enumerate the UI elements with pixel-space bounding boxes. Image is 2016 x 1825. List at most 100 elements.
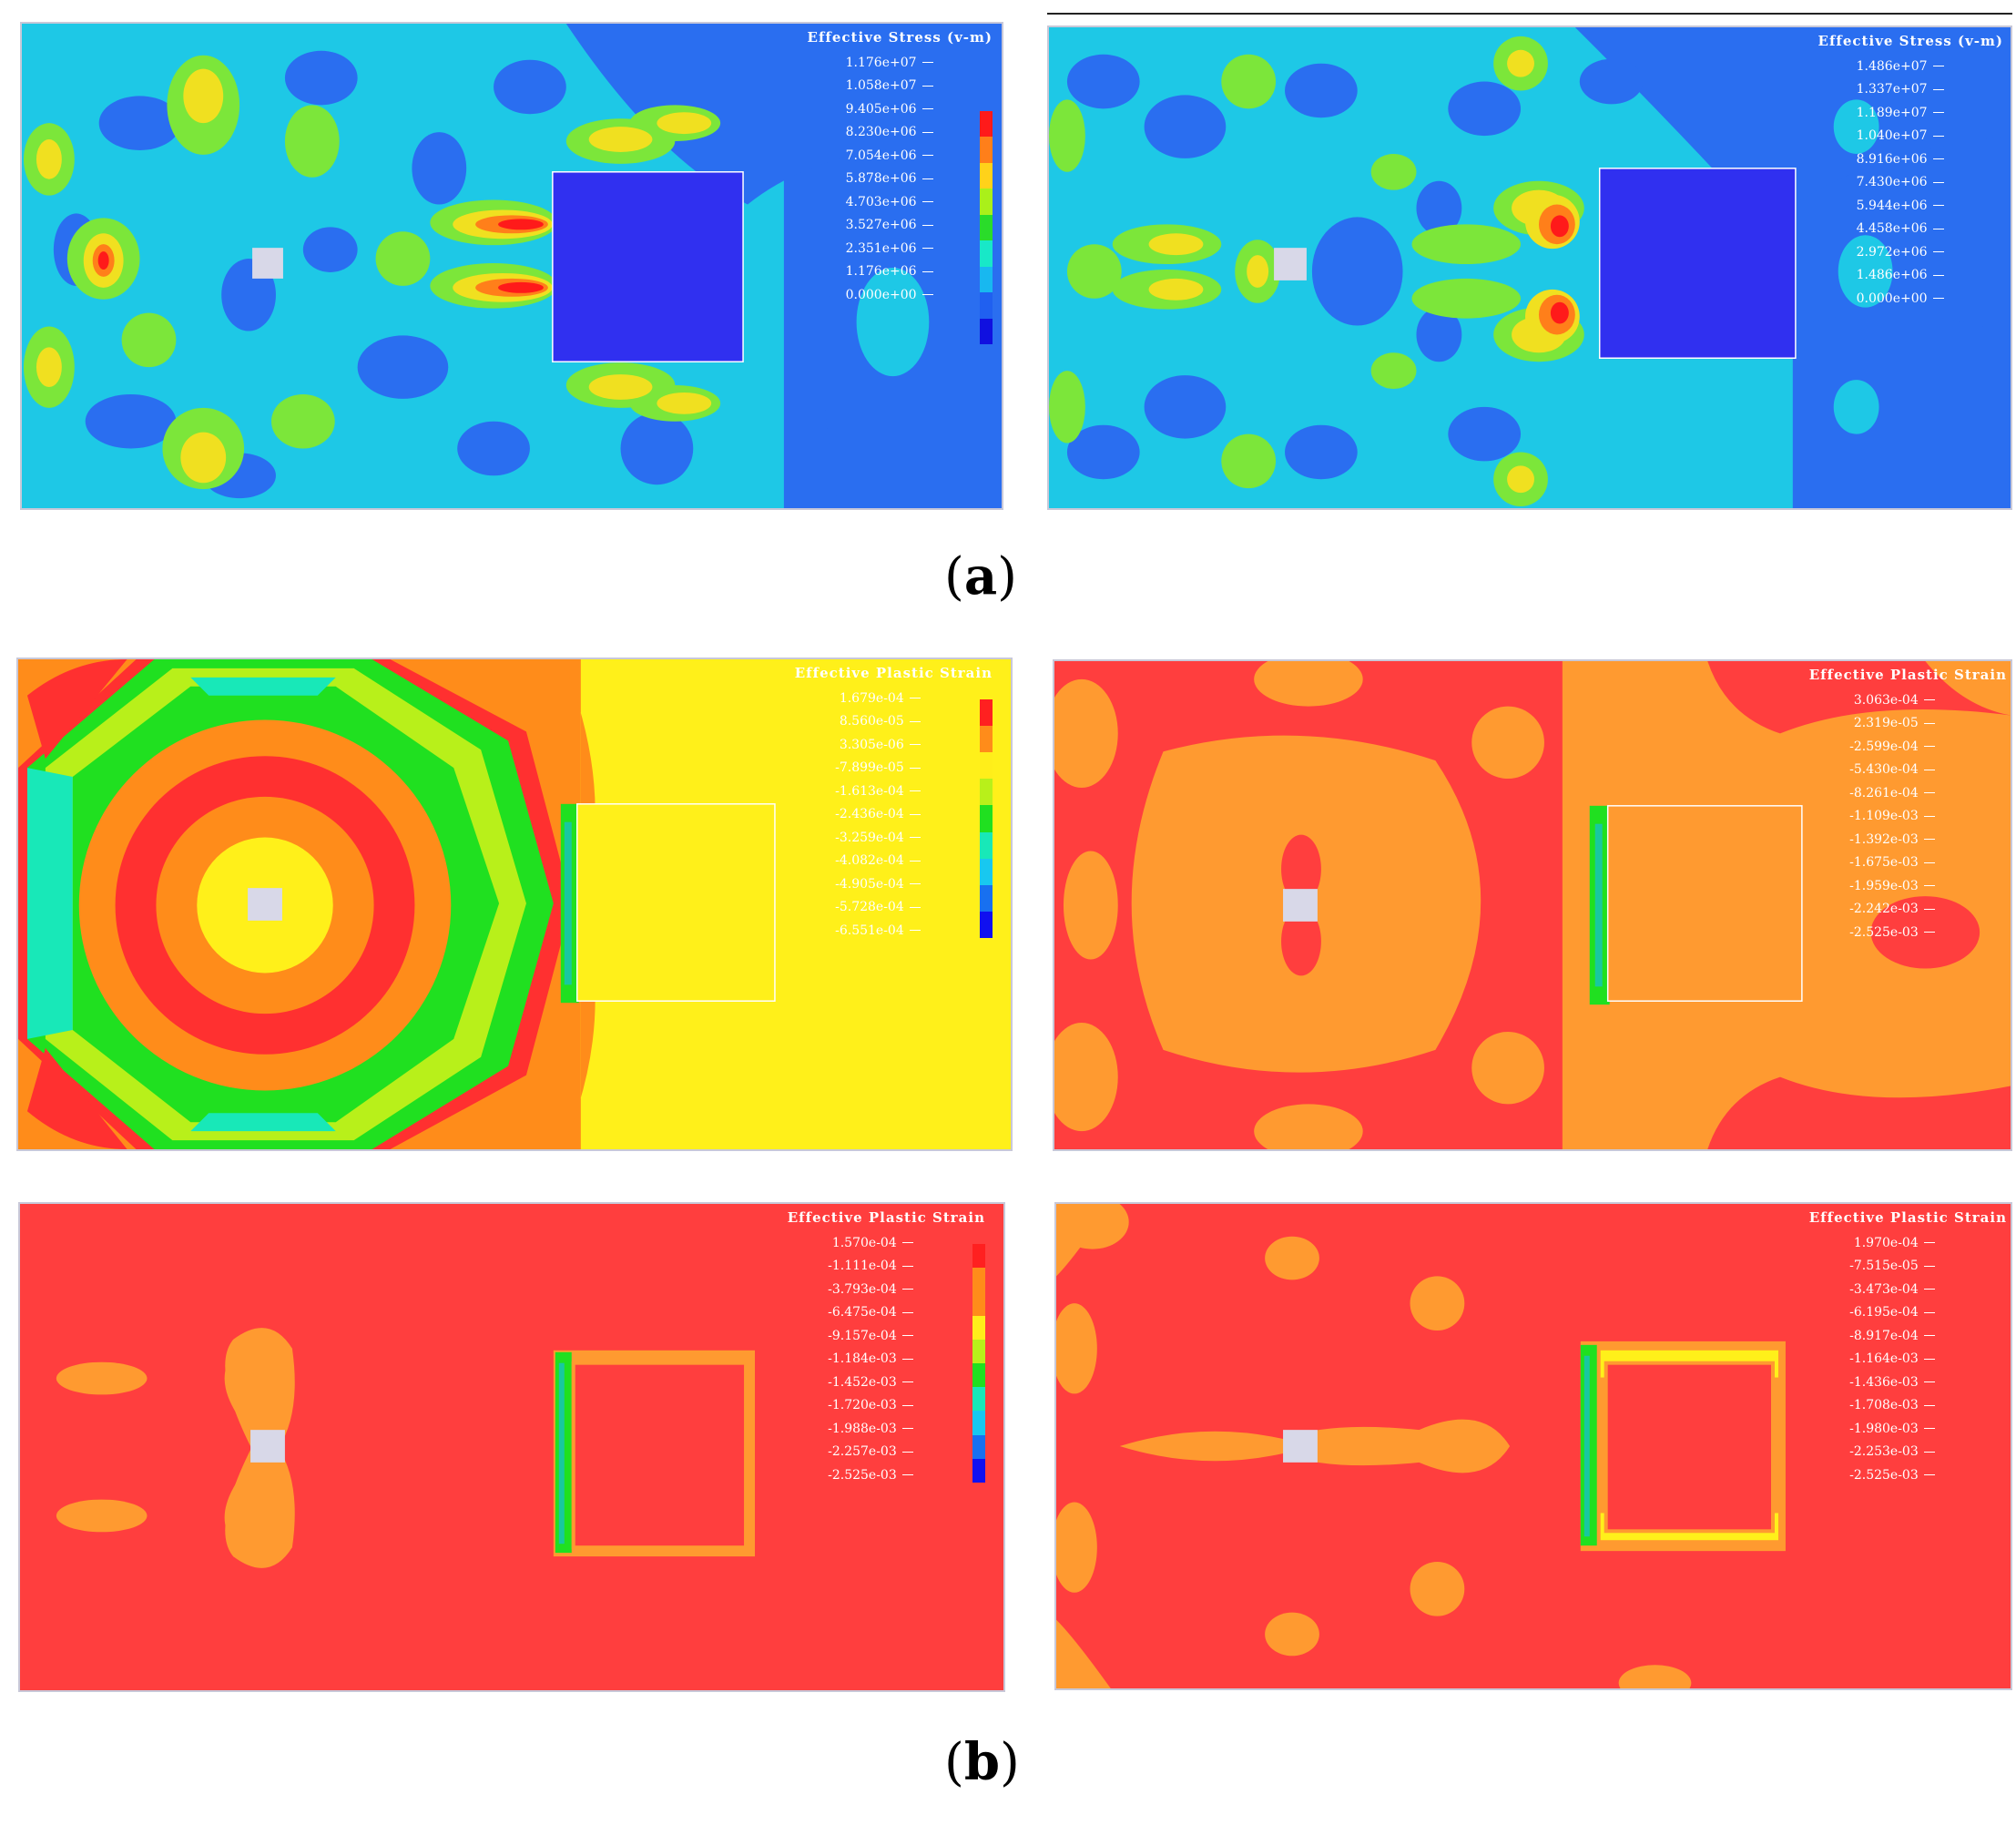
legend-color-swatch <box>980 911 993 938</box>
legend-color-swatch <box>980 831 993 859</box>
legend-tick <box>1923 1311 1935 1313</box>
legend-value: 2.319e-05 <box>1853 716 1919 731</box>
legend-tick <box>909 860 921 862</box>
legend-tick <box>1932 112 1944 114</box>
color-legend: Effective Stress (v-m) 1.176e+07 1.058e+07… <box>808 29 993 307</box>
legend-tick <box>1932 135 1944 137</box>
legend-value: -1.675e-03 <box>1849 855 1919 871</box>
stress-panel-left: Effective Stress (v-m) 1.176e+07 1.058e+07… <box>20 22 1003 510</box>
legend-color-swatch <box>980 699 993 727</box>
legend-tick <box>921 131 933 133</box>
legend-value: 2.972e+06 <box>1856 244 1928 260</box>
caption-a: (a) <box>944 546 1018 607</box>
legend-row: -1.109e-03 <box>1809 805 2007 829</box>
legend-value: -1.980e-03 <box>1849 1421 1919 1436</box>
legend-title: Effective Plastic Strain <box>794 665 993 681</box>
legend-row: -6.475e-04 <box>788 1301 985 1325</box>
legend-row: 4.703e+06 <box>808 190 993 214</box>
legend-row: -1.959e-03 <box>1809 874 2007 898</box>
legend-color-swatch <box>972 1458 985 1483</box>
legend-value: -6.551e-04 <box>835 923 904 938</box>
legend-value: -8.917e-04 <box>1849 1328 1919 1343</box>
legend-value: -8.261e-04 <box>1849 785 1919 800</box>
legend-tick <box>1932 181 1944 183</box>
legend-value: 1.679e-04 <box>839 690 904 706</box>
legend-row: -1.980e-03 <box>1809 1417 2007 1441</box>
legend-row: 0.000e+00 <box>808 283 993 307</box>
legend-row: 3.305e-06 <box>795 733 993 757</box>
legend-row: 1.486e+06 <box>1818 264 2003 288</box>
legend-tick <box>1932 298 1944 300</box>
legend-value: 8.560e-05 <box>839 714 904 729</box>
legend-row: -2.257e-03 <box>788 1441 985 1464</box>
legend-value: 1.486e+07 <box>1856 58 1928 74</box>
legend-value: -4.082e-04 <box>835 853 904 869</box>
legend-value: -1.708e-03 <box>1849 1398 1919 1413</box>
legend-value: 1.486e+06 <box>1856 268 1928 283</box>
legend-tick <box>1923 1289 1935 1290</box>
legend-row: -1.452e-03 <box>788 1371 985 1394</box>
legend-color-swatch <box>980 162 993 189</box>
legend-row: -2.242e-03 <box>1809 898 2007 922</box>
legend-color-swatch <box>972 1362 985 1388</box>
stress-contour-field <box>22 24 1002 508</box>
legend-value: 4.458e+06 <box>1856 221 1928 237</box>
legend-row: -3.793e-04 <box>788 1278 985 1301</box>
legend-tick <box>909 883 921 885</box>
legend-tick <box>1923 1265 1935 1267</box>
legend-row: 2.351e+06 <box>808 237 993 260</box>
strain-panel-top-right: Effective Plastic Strain 3.063e-04 2.319e-… <box>1053 659 2012 1151</box>
legend-tick <box>921 155 933 157</box>
legend-color-swatch <box>980 779 993 806</box>
legend-value: -2.242e-03 <box>1849 902 1919 917</box>
legend-color-swatch <box>980 726 993 753</box>
legend-color-swatch <box>972 1244 985 1269</box>
legend-value: 3.305e-06 <box>839 737 904 752</box>
legend-value: -2.525e-03 <box>1849 924 1919 940</box>
legend-value: -1.452e-03 <box>828 1374 897 1390</box>
legend-title: Effective Plastic Strain <box>787 1209 985 1226</box>
legend-tick <box>1923 908 1935 910</box>
legend-value: -1.184e-03 <box>828 1351 897 1367</box>
legend-value: -3.473e-04 <box>1849 1281 1919 1297</box>
legend-value: -9.157e-04 <box>828 1328 897 1343</box>
legend-color-swatch <box>972 1268 985 1292</box>
legend-row: 8.230e+06 <box>808 121 993 145</box>
legend-row: -1.111e-04 <box>788 1255 985 1279</box>
legend-color-bar <box>980 111 993 344</box>
strain-contour-field <box>20 1204 1003 1690</box>
legend-tick <box>1932 205 1944 207</box>
color-legend: Effective Stress (v-m) 1.486e+07 1.337e+07… <box>1818 33 2003 311</box>
legend-value: -2.253e-03 <box>1849 1444 1919 1460</box>
legend-value: -3.259e-04 <box>835 830 904 845</box>
legend-value: -1.436e-03 <box>1849 1374 1919 1390</box>
legend-row: -8.261e-04 <box>1809 781 2007 805</box>
legend-color-swatch <box>980 214 993 241</box>
legend-row: 1.176e+07 <box>808 51 993 75</box>
legend-value: -1.164e-03 <box>1849 1351 1919 1367</box>
legend-tick <box>1923 1358 1935 1360</box>
legend-tick <box>921 108 933 110</box>
legend-row: -1.392e-03 <box>1809 828 2007 851</box>
legend-value: -1.392e-03 <box>1849 831 1919 847</box>
legend-tick <box>1932 88 1944 90</box>
legend-value: 7.430e+06 <box>1856 175 1928 190</box>
legend-row: -3.473e-04 <box>1809 1278 2007 1301</box>
legend-tick <box>1923 1428 1935 1430</box>
legend-row: 1.970e-04 <box>1809 1231 2007 1255</box>
legend-value: 1.337e+07 <box>1856 82 1928 97</box>
legend-value: -5.728e-04 <box>835 900 904 915</box>
legend-row: 2.972e+06 <box>1818 240 2003 264</box>
legend-value: 7.054e+06 <box>845 148 917 163</box>
legend-color-swatch <box>972 1315 985 1340</box>
legend-row: 1.058e+07 <box>808 75 993 98</box>
color-legend: Effective Plastic Strain 3.063e-04 2.319e-… <box>1809 667 2007 944</box>
legend-row: 7.054e+06 <box>808 144 993 168</box>
legend-color-swatch <box>972 1434 985 1459</box>
legend-tick <box>921 248 933 250</box>
legend-value: -7.899e-05 <box>835 760 904 776</box>
legend-value: 8.230e+06 <box>845 125 917 140</box>
legend-color-swatch <box>972 1411 985 1435</box>
legend-value: 1.189e+07 <box>1856 105 1928 120</box>
legend-tick <box>1923 1404 1935 1406</box>
